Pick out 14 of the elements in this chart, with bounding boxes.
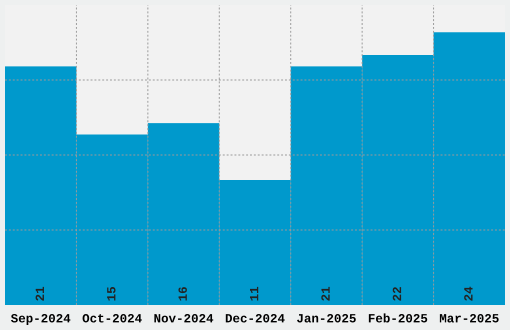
x-tick-label: Oct-2024 — [82, 314, 142, 323]
x-tick-label: Feb-2025 — [368, 313, 428, 323]
x-tick-label: Sep-2024 — [10, 314, 70, 325]
data-label: 15 — [107, 287, 116, 301]
data-label: 16 — [178, 287, 187, 301]
x-tick-label: Nov-2024 — [154, 314, 214, 323]
data-label: 21 — [321, 286, 330, 301]
data-label: 24 — [464, 286, 473, 301]
data-label: 21 — [36, 286, 44, 301]
data-label: 22 — [392, 287, 402, 301]
data-label: 11 — [250, 286, 258, 301]
x-tick-label: Mar-2025 — [440, 314, 499, 323]
x-tick-label: Dec-2024 — [226, 314, 285, 323]
x-tick-label: Jan-2025 — [297, 314, 356, 323]
